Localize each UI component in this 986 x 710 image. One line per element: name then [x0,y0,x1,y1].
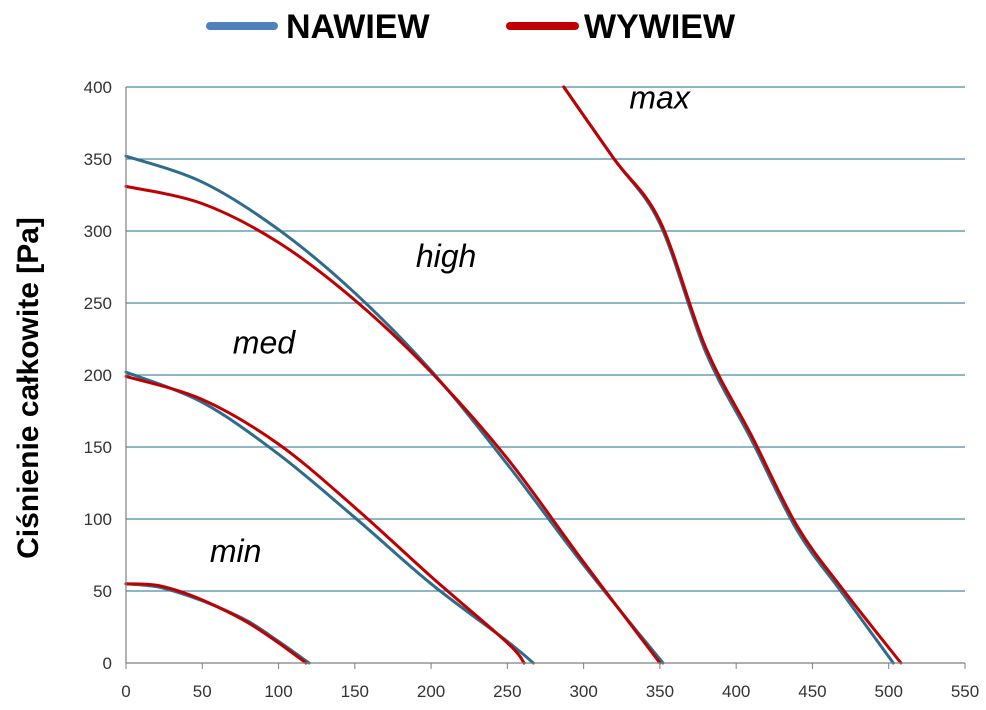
y-tick-label-0: 0 [103,654,112,673]
legend: NAWIEW WYWIEW [206,8,736,46]
x-tick-label-500: 500 [875,682,903,701]
curve-wywiew-min [124,582,308,665]
legend-label-nawiew: NAWIEW [286,8,430,46]
y-tick-label-200: 200 [84,366,112,385]
axes: 0 50 100 150 200 250 300 350 400 0 50 100 150 200 250 3… [84,78,980,701]
x-tick-label-550: 550 [951,682,979,701]
x-tick-label-400: 400 [722,682,750,701]
series-wywiew [124,85,903,665]
grid-lines [126,86,965,592]
x-tick-label-300: 300 [569,682,597,701]
x-tick-label-200: 200 [417,682,445,701]
y-tick-label-100: 100 [84,510,112,529]
curve-wywiew-med [124,374,526,665]
curve-nawiew-min [124,582,311,665]
x-tick-label-350: 350 [646,682,674,701]
legend-label-wywiew: WYWIEW [584,8,736,46]
curve-wywiew-max [562,85,903,665]
y-tick-label-300: 300 [84,222,112,241]
x-tick-label-150: 150 [341,682,369,701]
annotation-high: high [416,238,477,274]
annotation-max: max [629,80,690,116]
annotation-med: med [233,324,296,360]
y-tick-label-250: 250 [84,294,112,313]
y-tick-label-400: 400 [84,78,112,97]
data-series [124,85,903,665]
x-tick-label-450: 450 [798,682,826,701]
x-tick-label-50: 50 [193,682,212,701]
x-tick-label-0: 0 [121,682,130,701]
x-tick-label-100: 100 [264,682,292,701]
y-axis-title: Ciśnienie całkowite [Pa] [12,217,45,559]
y-tick-label-50: 50 [93,582,112,601]
y-tick-label-350: 350 [84,150,112,169]
curve-wywiew-high [124,184,662,665]
y-tick-label-150: 150 [84,438,112,457]
curve-nawiew-high [124,154,665,665]
x-tick-label-250: 250 [493,682,521,701]
annotations: min med high max [210,80,691,570]
annotation-min: min [210,533,262,569]
